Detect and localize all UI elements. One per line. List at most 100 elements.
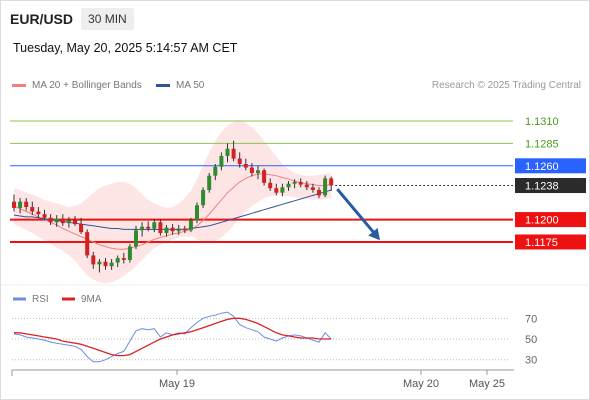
candle-body-29 bbox=[188, 220, 193, 231]
candle-body-3 bbox=[30, 207, 35, 212]
level-label-1.1285: 1.1285 bbox=[525, 138, 559, 150]
candle-15 bbox=[103, 258, 108, 270]
candle-44 bbox=[280, 183, 285, 197]
legend-label-ma50: MA 50 bbox=[176, 80, 205, 91]
candle-36 bbox=[231, 140, 236, 162]
candle-33 bbox=[213, 164, 218, 181]
ma9-legend-swatch bbox=[62, 297, 75, 301]
candle-body-20 bbox=[134, 230, 138, 247]
candle-50 bbox=[317, 187, 321, 199]
legend-ma50: MA 50 bbox=[156, 80, 204, 91]
candle-7 bbox=[54, 215, 59, 227]
candle-6 bbox=[48, 214, 53, 225]
timeframe-button[interactable]: 30 MIN bbox=[81, 8, 134, 30]
rsi-series-9MA bbox=[14, 317, 332, 357]
rsi-legend-swatch bbox=[13, 297, 26, 301]
candle-body-42 bbox=[268, 182, 273, 189]
candle-0 bbox=[12, 194, 16, 212]
candle-body-22 bbox=[146, 226, 151, 229]
forecast-arrow-head bbox=[368, 227, 380, 241]
candle-body-10 bbox=[73, 220, 77, 225]
candle-body-48 bbox=[304, 184, 309, 188]
candle-13 bbox=[91, 251, 96, 269]
candle-body-9 bbox=[66, 220, 71, 224]
legend-swatch-ma50 bbox=[156, 84, 170, 87]
candle-body-51 bbox=[323, 178, 328, 196]
candle-5 bbox=[42, 209, 47, 221]
candle-body-41 bbox=[262, 170, 267, 183]
candle-body-23 bbox=[152, 222, 157, 229]
candle-48 bbox=[304, 181, 309, 190]
candle-body-7 bbox=[54, 218, 59, 223]
candle-28 bbox=[182, 225, 187, 234]
candle-2 bbox=[24, 198, 29, 211]
candle-body-2 bbox=[24, 201, 29, 208]
candle-body-16 bbox=[109, 262, 114, 267]
candle-18 bbox=[121, 252, 126, 264]
candle-20 bbox=[134, 225, 138, 250]
candle-1 bbox=[18, 198, 23, 214]
candle-body-33 bbox=[213, 166, 218, 176]
legend-ma20-bollinger: MA 20 + Bollinger Bands bbox=[12, 80, 142, 91]
candle-8 bbox=[60, 214, 65, 226]
candle-40 bbox=[256, 165, 260, 180]
chart-header: EUR/USD 30 MIN bbox=[10, 8, 134, 30]
legend-label-ma20: MA 20 + Bollinger Bands bbox=[32, 80, 142, 91]
candle-body-24 bbox=[158, 222, 163, 234]
candle-body-45 bbox=[286, 183, 291, 188]
candle-32 bbox=[207, 172, 212, 193]
candle-body-1 bbox=[18, 201, 23, 208]
candle-body-12 bbox=[85, 232, 90, 256]
candle-body-5 bbox=[42, 214, 47, 218]
candle-10 bbox=[73, 215, 77, 226]
symbol-label[interactable]: EUR/USD bbox=[10, 11, 74, 27]
candle-body-31 bbox=[201, 190, 206, 206]
candle-34 bbox=[219, 152, 224, 171]
candle-body-32 bbox=[207, 175, 212, 190]
x-tick-label-May 19: May 19 bbox=[159, 378, 195, 390]
candle-body-35 bbox=[225, 148, 230, 156]
forecast-arrow-shaft bbox=[336, 188, 378, 237]
candle-body-46 bbox=[292, 181, 297, 184]
rsi-tick-50: 50 bbox=[525, 334, 537, 346]
candle-12 bbox=[85, 229, 90, 259]
level-tag-1.1260 bbox=[515, 158, 586, 174]
candle-body-6 bbox=[48, 217, 53, 223]
datetime-label: Tuesday, May 20, 2025 5:14:57 AM CET bbox=[13, 41, 238, 55]
candle-4 bbox=[36, 207, 41, 218]
candle-body-52 bbox=[329, 178, 334, 186]
candle-body-40 bbox=[256, 170, 260, 173]
candle-body-38 bbox=[243, 164, 248, 168]
candle-body-15 bbox=[103, 261, 108, 267]
candle-51 bbox=[323, 175, 328, 198]
candle-body-0 bbox=[12, 201, 16, 208]
candle-35 bbox=[225, 143, 230, 163]
candle-42 bbox=[268, 178, 273, 191]
candle-26 bbox=[170, 224, 175, 235]
candle-39 bbox=[249, 163, 254, 177]
level-tag-1.1175 bbox=[515, 234, 586, 250]
candle-body-36 bbox=[231, 148, 236, 159]
candle-43 bbox=[274, 183, 279, 196]
candle-body-26 bbox=[170, 227, 175, 232]
candle-22 bbox=[146, 221, 151, 232]
candle-body-19 bbox=[127, 246, 132, 260]
bollinger-band bbox=[14, 121, 332, 284]
candle-19 bbox=[127, 243, 132, 263]
candle-9 bbox=[66, 216, 71, 228]
candle-body-18 bbox=[121, 258, 126, 260]
candle-3 bbox=[30, 201, 35, 216]
x-tick-label-May 20: May 20 bbox=[403, 378, 439, 390]
candle-body-49 bbox=[310, 187, 315, 190]
candle-body-30 bbox=[195, 205, 199, 221]
legend-swatch-ma20 bbox=[12, 84, 26, 87]
candle-49 bbox=[310, 183, 315, 193]
candle-body-13 bbox=[91, 255, 96, 265]
candle-body-8 bbox=[60, 218, 65, 224]
candle-37 bbox=[237, 152, 242, 168]
rsi-series-RSI bbox=[13, 311, 332, 363]
candle-body-37 bbox=[237, 158, 242, 165]
candle-body-39 bbox=[249, 167, 254, 173]
ma9-legend-label: 9MA bbox=[81, 294, 102, 305]
